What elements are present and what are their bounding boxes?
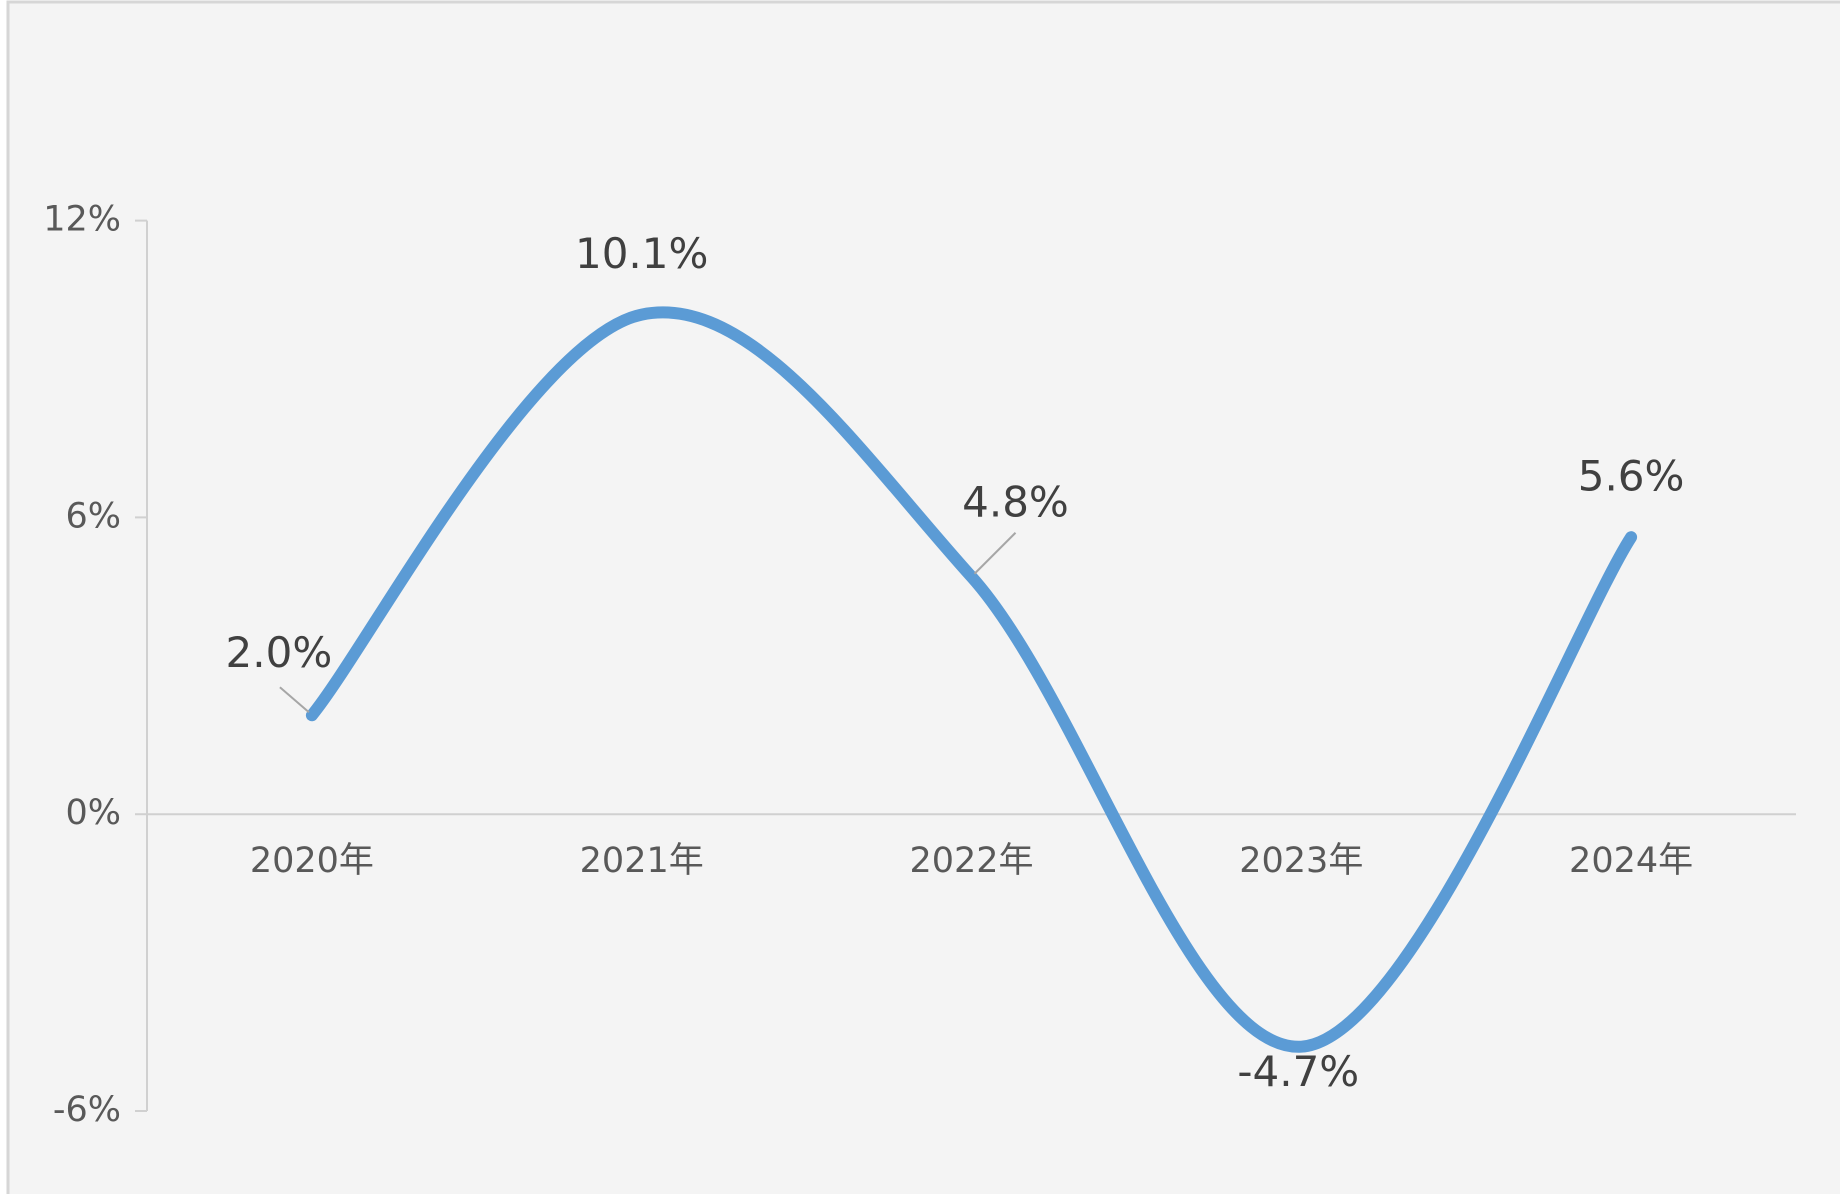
data-label: 10.1% xyxy=(575,229,708,278)
leader-line xyxy=(973,532,1017,575)
data-label: 2.0% xyxy=(226,628,333,677)
chart-area xyxy=(6,0,1840,1194)
y-tick-label: 12% xyxy=(43,200,121,240)
data-label: 4.8% xyxy=(962,477,1069,526)
data-label: 5.6% xyxy=(1578,452,1685,501)
y-tick-label: -6% xyxy=(53,1090,121,1130)
x-tick-label: 2021年 xyxy=(580,841,704,881)
x-tick-label: 2024年 xyxy=(1569,841,1693,881)
x-tick-label: 2023年 xyxy=(1239,841,1363,881)
y-tick-label: 0% xyxy=(65,793,121,833)
x-tick-label: 2022年 xyxy=(909,841,1033,881)
y-tick-label: 6% xyxy=(65,496,121,536)
leader-line xyxy=(279,686,310,714)
x-tick-label: 2020年 xyxy=(250,841,374,881)
data-label: -4.7% xyxy=(1237,1047,1359,1096)
line xyxy=(305,306,1638,1053)
